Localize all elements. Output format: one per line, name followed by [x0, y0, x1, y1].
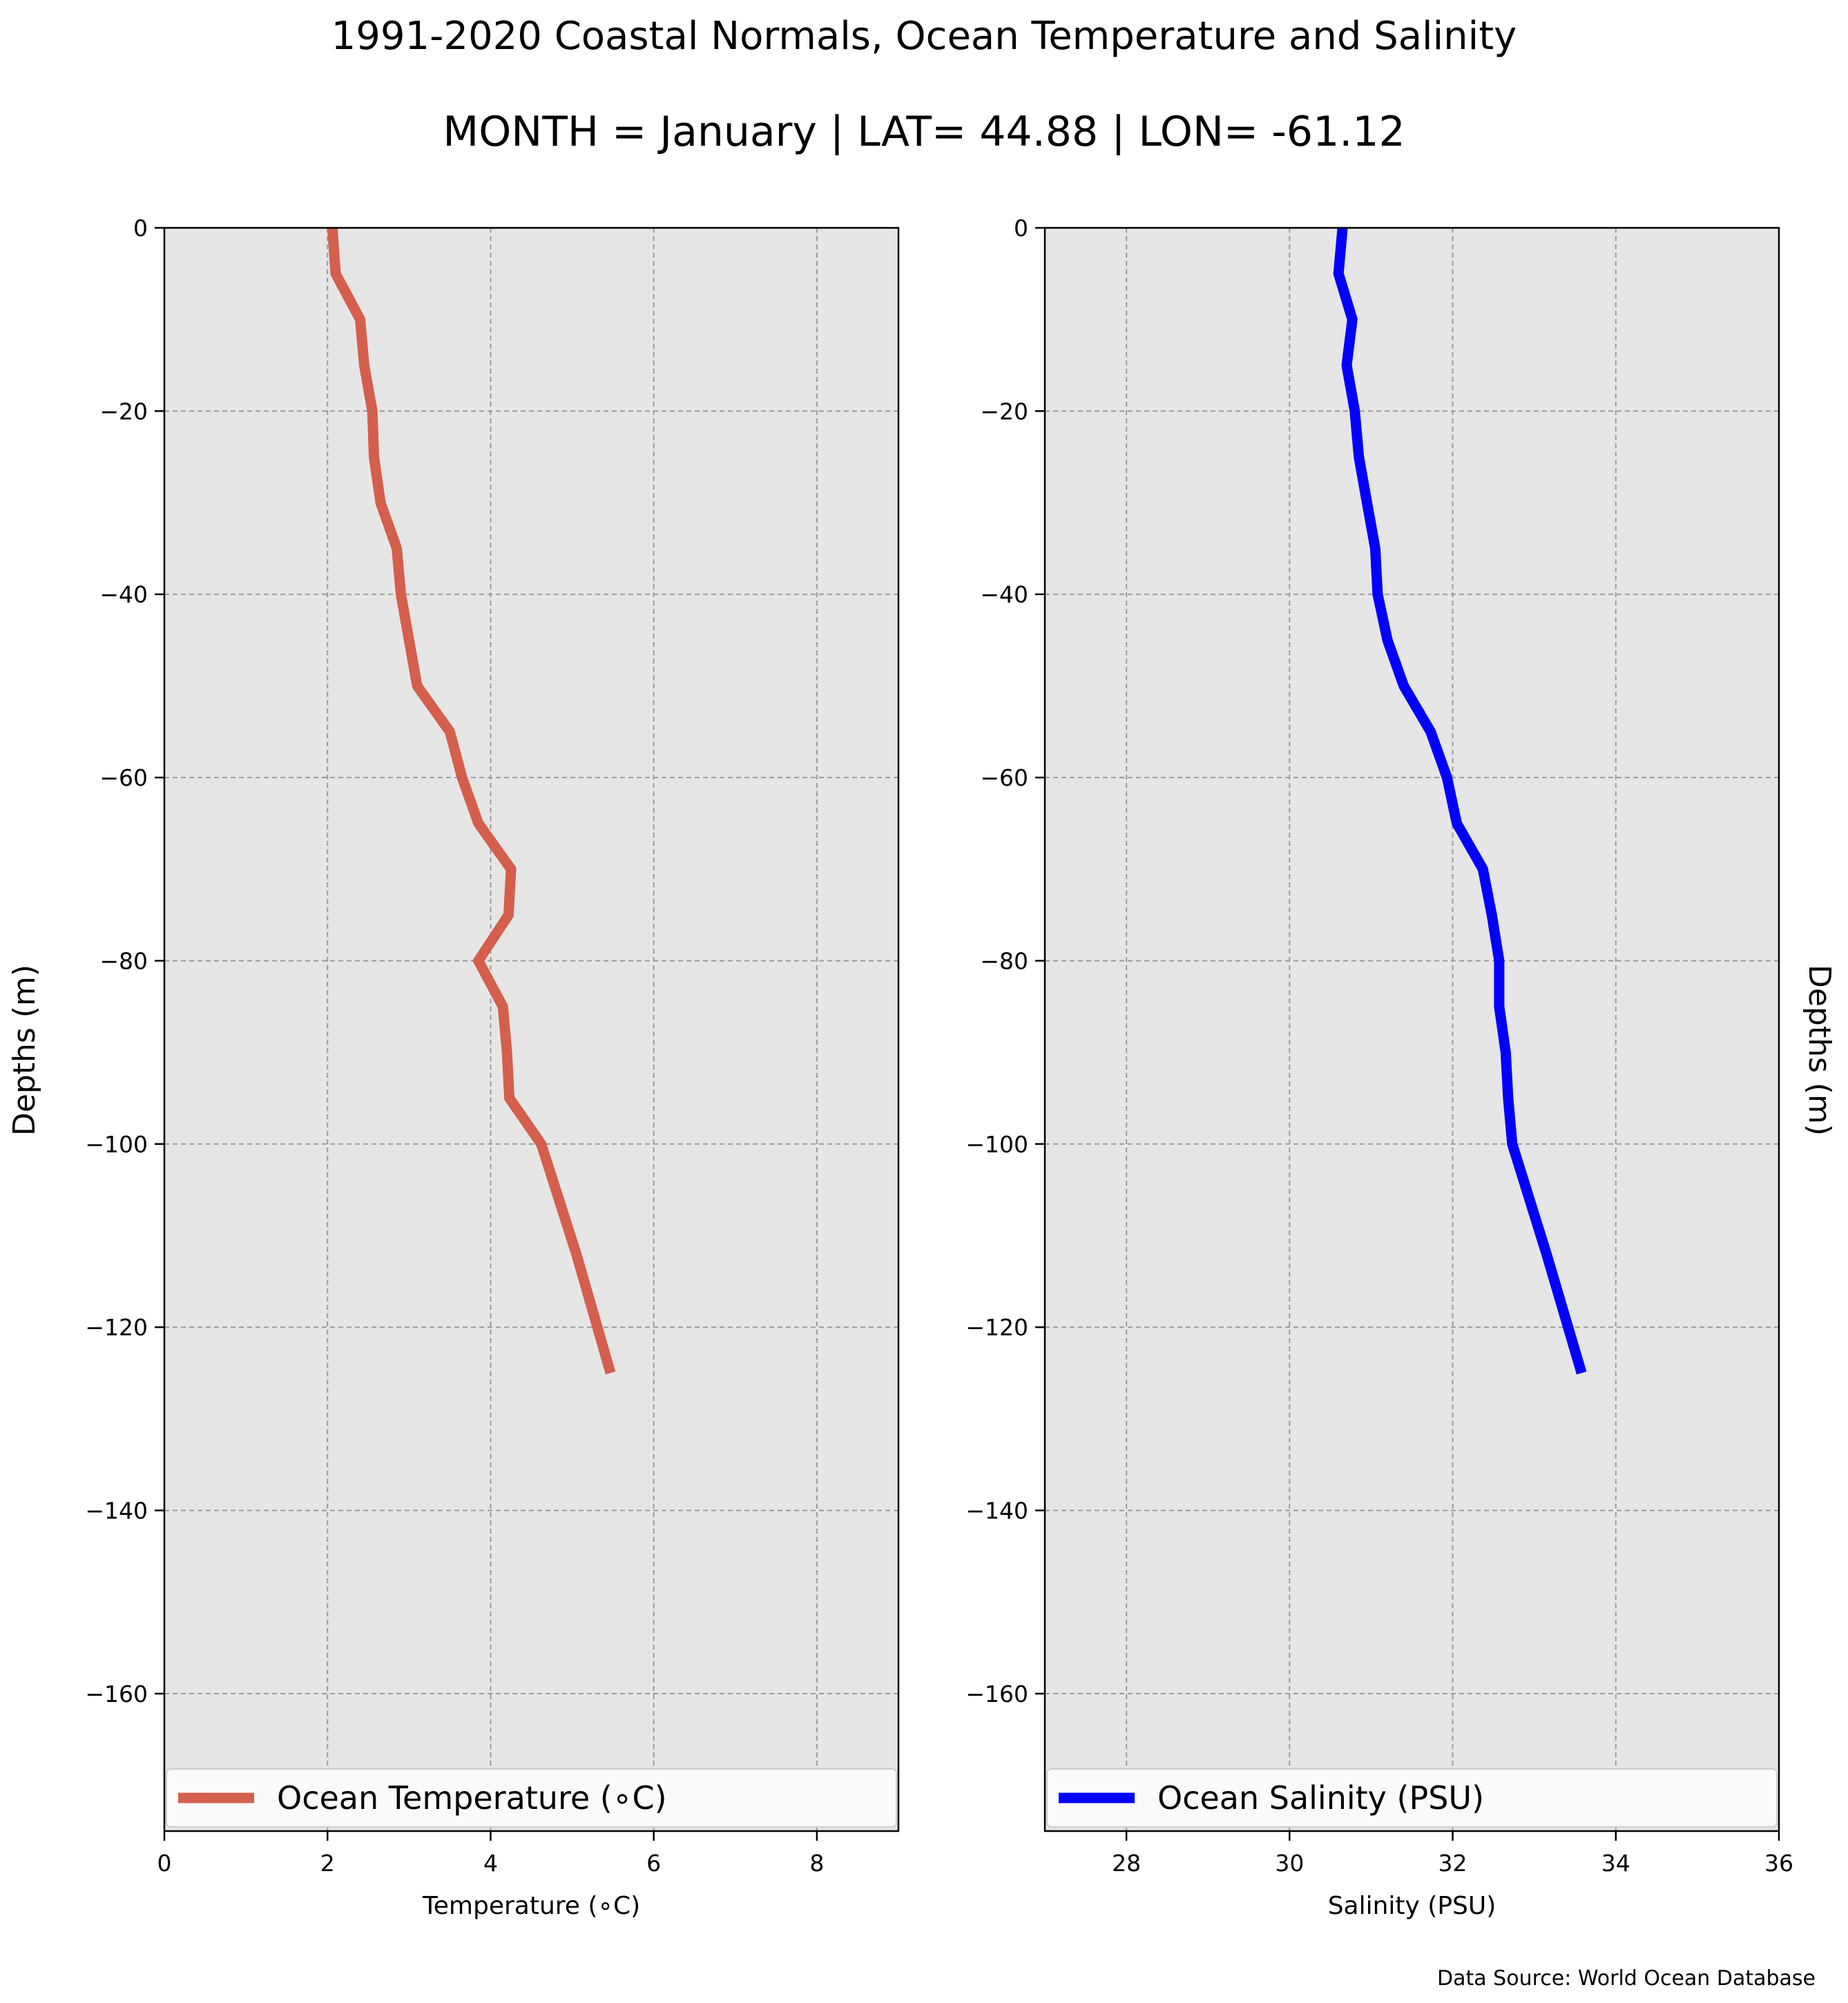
chart-0-ytick-label-2: −40 [99, 581, 148, 608]
chart-1-ytick-label-5: −100 [965, 1131, 1028, 1158]
chart-subtitle: MONTH = January | LAT= 44.88 | LON= -61.… [443, 108, 1405, 156]
chart-1-xtick-label-4: 36 [1764, 1850, 1793, 1877]
chart-0-ytick-label-0: 0 [133, 215, 148, 242]
chart-1-ytick-label-8: −160 [965, 1681, 1028, 1707]
chart-1-xtick-label-2: 32 [1438, 1850, 1467, 1877]
data-source-note: Data Source: World Ocean Database [1437, 1966, 1816, 1991]
salinity-panel: Ocean Salinity (PSU) 0 −20 −40 −60 −80 −100 −12… [965, 215, 1837, 1920]
chart-0-ytick-label-6: −120 [85, 1314, 148, 1341]
chart-1-ytick-label-2: −40 [980, 581, 1028, 608]
chart-0-yaxis-label: Depths (m) [7, 965, 42, 1136]
chart-0-ytick-label-7: −140 [85, 1498, 148, 1525]
temperature-panel: Ocean Temperature (∘C) 0 −20 −40 −60 −80 −100 −… [7, 215, 898, 1920]
chart-1-ytick-label-4: −80 [980, 947, 1028, 974]
chart-1-xtick-label-0: 28 [1112, 1850, 1141, 1877]
chart-0-ytick-label-5: −100 [85, 1131, 148, 1158]
chart-1-ytick-label-0: 0 [1014, 215, 1028, 242]
chart-0-xtick-label-3: 6 [646, 1850, 661, 1877]
chart-0-ytick-label-4: −80 [99, 947, 148, 974]
chart-0-legend-label-0: Ocean Temperature (∘C) [277, 1779, 667, 1817]
chart-1-ytick-label-6: −120 [965, 1314, 1028, 1341]
chart-1-legend-label-0: Ocean Salinity (PSU) [1157, 1779, 1484, 1817]
chart-1-ytick-label-7: −140 [965, 1498, 1028, 1525]
chart-0-plot-area [164, 228, 898, 1831]
chart-1-xtick-label-1: 30 [1275, 1850, 1304, 1877]
chart-0-xtick-label-1: 2 [320, 1850, 335, 1877]
chart-title: 1991-2020 Coastal Normals, Ocean Tempera… [331, 14, 1517, 59]
chart-1-yaxis-label: Depths (m) [1802, 965, 1837, 1136]
chart-1-ytick-label-3: −60 [980, 764, 1028, 791]
chart-1-xaxis-label: Salinity (PSU) [1328, 1892, 1496, 1920]
chart-1-xtick-label-3: 34 [1601, 1850, 1630, 1877]
chart-0-ytick-label-1: −20 [99, 398, 148, 425]
chart-0-xtick-label-0: 0 [157, 1850, 172, 1877]
chart-1-ytick-label-1: −20 [980, 398, 1028, 425]
chart-0-xtick-label-2: 4 [483, 1850, 498, 1877]
chart-1-plot-area [1045, 228, 1779, 1831]
chart-0-ytick-label-8: −160 [85, 1681, 148, 1707]
chart-0-xaxis-label: Temperature (∘C) [422, 1892, 640, 1920]
chart-0-xtick-label-4: 8 [809, 1850, 824, 1877]
chart-0-ytick-label-3: −60 [99, 764, 148, 791]
